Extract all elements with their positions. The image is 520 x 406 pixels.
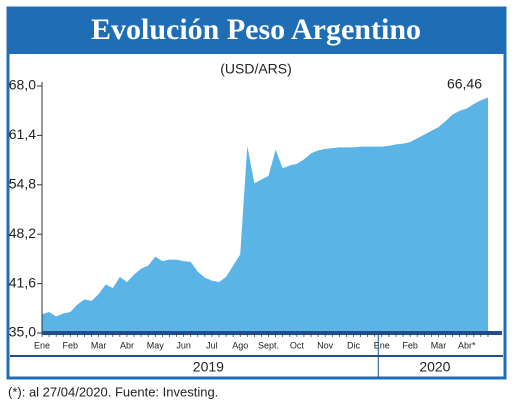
title-band <box>8 8 505 54</box>
x-tick-label: Dic <box>347 340 360 350</box>
annotation: 66,46 <box>447 76 482 92</box>
x-tick-label: Mar <box>431 340 447 350</box>
y-tick-label: 61,4 <box>9 126 36 142</box>
x-tick-label: Mar <box>91 340 107 350</box>
x-tick-label: Ene <box>34 340 50 350</box>
y-tick-label: 68,0 <box>9 77 36 93</box>
footnote: (*): al 27/04/2020. Fuente: Investing. <box>8 384 218 399</box>
x-tick-label: Nov <box>317 340 334 350</box>
x-tick-label: Feb <box>63 340 79 350</box>
chart-title: Evolución Peso Argentino <box>91 13 421 46</box>
y-tick-label: 48,2 <box>9 225 36 241</box>
year-label: 2020 <box>419 359 450 375</box>
x-tick-label: Abr <box>120 340 134 350</box>
x-tick-label: Jun <box>176 340 191 350</box>
x-tick-label: Ago <box>232 340 248 350</box>
x-tick-label: Feb <box>402 340 418 350</box>
y-tick-label: 41,6 <box>9 274 36 290</box>
x-axis <box>42 331 502 335</box>
area <box>42 97 488 333</box>
x-tick-label: Ene <box>374 340 390 350</box>
x-tick-label: Abr* <box>458 340 476 350</box>
year-label: 2019 <box>193 359 224 375</box>
x-tick-label: Oct <box>290 340 305 350</box>
y-tick-label: 54,8 <box>9 176 36 192</box>
x-tick-label: May <box>147 340 165 350</box>
y-tick-label: 35,0 <box>9 324 36 340</box>
subtitle: (USD/ARS) <box>220 61 292 77</box>
x-tick-label: Sept. <box>258 340 279 350</box>
x-tick-label: Jul <box>206 340 218 350</box>
